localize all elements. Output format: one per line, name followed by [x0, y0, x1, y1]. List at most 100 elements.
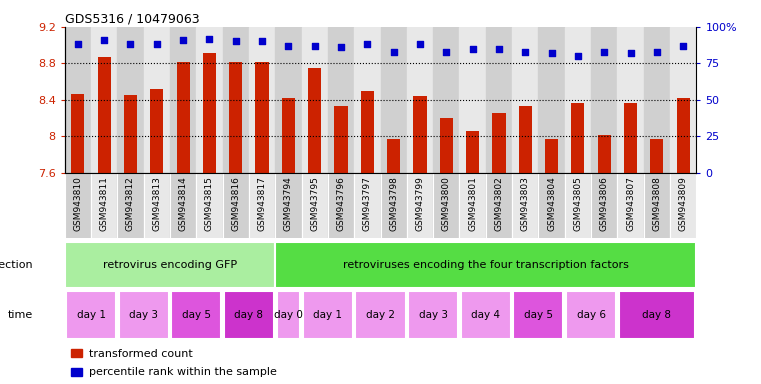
Text: infection: infection — [0, 260, 33, 270]
Bar — [177, 61, 189, 173]
Bar — [387, 139, 400, 173]
Bar — [677, 98, 689, 173]
Bar — [433, 173, 460, 238]
Bar — [91, 173, 117, 238]
Bar — [170, 27, 196, 173]
Bar — [597, 136, 611, 173]
Bar — [203, 53, 216, 173]
Point — [466, 46, 479, 52]
Bar — [354, 27, 380, 173]
Text: GSM943794: GSM943794 — [284, 176, 293, 231]
Text: GSM943802: GSM943802 — [495, 176, 504, 231]
Text: day 4: day 4 — [471, 310, 500, 320]
Bar — [650, 139, 664, 173]
Bar — [380, 173, 407, 238]
Bar — [413, 96, 427, 173]
Text: GSM943801: GSM943801 — [468, 176, 477, 231]
Text: GSM943816: GSM943816 — [231, 176, 240, 231]
Bar — [328, 173, 354, 238]
Text: GSM943799: GSM943799 — [416, 176, 425, 231]
Bar — [670, 173, 696, 238]
Text: day 3: day 3 — [129, 310, 158, 320]
Bar — [433, 27, 460, 173]
Point — [282, 43, 295, 49]
Bar — [117, 173, 144, 238]
Text: day 1: day 1 — [77, 310, 106, 320]
Text: GSM943796: GSM943796 — [336, 176, 345, 231]
Bar — [670, 27, 696, 173]
Point — [203, 35, 215, 41]
Bar — [566, 291, 616, 339]
Point — [677, 43, 689, 49]
Text: GSM943815: GSM943815 — [205, 176, 214, 231]
Text: day 5: day 5 — [182, 310, 211, 320]
Point — [361, 41, 374, 48]
Bar — [380, 27, 407, 173]
Bar — [460, 291, 511, 339]
Point — [177, 37, 189, 43]
Text: GSM943798: GSM943798 — [389, 176, 398, 231]
Point — [546, 50, 558, 56]
Bar — [308, 68, 321, 173]
Text: day 0: day 0 — [274, 310, 303, 320]
Bar — [591, 173, 617, 238]
Bar — [512, 173, 539, 238]
Point — [98, 37, 110, 43]
Bar — [355, 291, 406, 339]
Bar — [119, 291, 169, 339]
Bar — [440, 118, 453, 173]
Point — [230, 38, 242, 45]
Bar — [71, 349, 82, 357]
Bar — [150, 89, 164, 173]
Bar — [249, 27, 275, 173]
Text: transformed count: transformed count — [89, 349, 193, 359]
Text: GSM943800: GSM943800 — [442, 176, 451, 231]
Text: day 2: day 2 — [366, 310, 395, 320]
Text: GSM943811: GSM943811 — [100, 176, 109, 231]
Bar — [334, 106, 348, 173]
Bar — [223, 173, 249, 238]
Bar — [224, 291, 274, 339]
Text: day 3: day 3 — [419, 310, 447, 320]
Bar — [249, 173, 275, 238]
Text: GSM943808: GSM943808 — [652, 176, 661, 231]
Bar — [572, 103, 584, 173]
Text: GSM943810: GSM943810 — [73, 176, 82, 231]
Text: GSM943813: GSM943813 — [152, 176, 161, 231]
Text: retrovirus encoding GFP: retrovirus encoding GFP — [103, 260, 237, 270]
Text: GSM943812: GSM943812 — [126, 176, 135, 231]
Bar — [492, 113, 505, 173]
Point — [151, 41, 163, 48]
Bar — [170, 173, 196, 238]
Bar — [144, 173, 170, 238]
Point — [651, 49, 663, 55]
Bar — [328, 27, 354, 173]
Bar — [460, 173, 486, 238]
Text: GSM943809: GSM943809 — [679, 176, 688, 231]
Bar — [275, 242, 696, 288]
Point — [519, 49, 531, 55]
Bar — [256, 63, 269, 173]
Text: GSM943804: GSM943804 — [547, 176, 556, 231]
Bar — [545, 139, 558, 173]
Text: GDS5316 / 10479063: GDS5316 / 10479063 — [65, 13, 199, 26]
Bar — [644, 27, 670, 173]
Text: GSM943817: GSM943817 — [257, 176, 266, 231]
Bar — [196, 27, 222, 173]
Bar — [466, 131, 479, 173]
Bar — [229, 63, 242, 173]
Text: day 5: day 5 — [524, 310, 553, 320]
Bar — [65, 173, 91, 238]
Bar — [124, 95, 137, 173]
Bar — [408, 291, 458, 339]
Bar — [196, 173, 222, 238]
Bar — [407, 27, 433, 173]
Point — [572, 53, 584, 59]
Point — [598, 49, 610, 55]
Bar — [71, 368, 82, 376]
Text: day 8: day 8 — [234, 310, 263, 320]
Bar — [617, 27, 644, 173]
Bar — [565, 27, 591, 173]
Bar — [539, 27, 565, 173]
Bar — [460, 27, 486, 173]
